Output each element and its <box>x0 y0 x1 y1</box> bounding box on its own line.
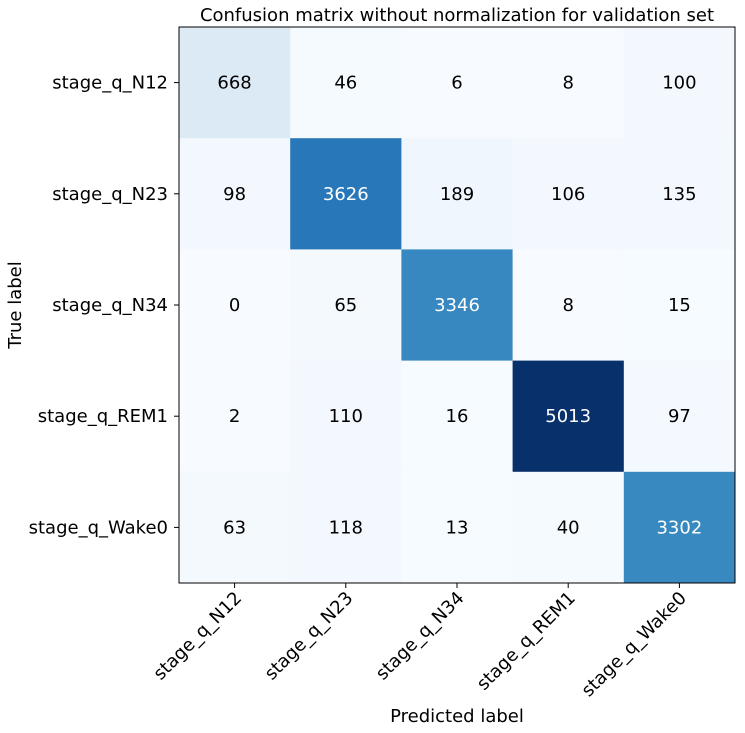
heatmap-cell <box>179 249 291 362</box>
heatmap-cell <box>512 27 625 139</box>
y-tick-label: stage_q_Wake0 <box>29 517 168 538</box>
cell-value-label: 97 <box>668 406 691 427</box>
cell-value-label: 118 <box>329 517 363 538</box>
cell-value-label: 65 <box>334 295 357 316</box>
y-axis-ticks: stage_q_N12 stage_q_N23 stage_q_N34 stage_q… <box>29 73 179 538</box>
cell-value-label: 668 <box>217 73 251 94</box>
cell-value-label: 13 <box>446 517 469 538</box>
cell-value-label: 16 <box>446 406 469 427</box>
heatmap-cell <box>179 471 291 584</box>
heatmap-cell <box>512 249 625 362</box>
cell-value-label: 5013 <box>545 406 591 427</box>
y-tick-label: stage_q_N12 <box>52 73 168 94</box>
cell-value-label: 40 <box>557 517 580 538</box>
cell-value-label: 6 <box>451 73 462 94</box>
y-axis-label: True label <box>5 261 26 350</box>
heatmap-cell <box>290 471 402 584</box>
heatmap-cell <box>290 360 402 473</box>
cell-value-label: 0 <box>229 295 240 316</box>
cell-value-label: 98 <box>223 184 246 205</box>
y-tick-label: stage_q_N34 <box>52 295 168 316</box>
x-tick-label: stage_q_N12 <box>149 588 246 685</box>
cell-value-label: 3626 <box>323 184 369 205</box>
cell-value-label: 3346 <box>434 295 480 316</box>
cell-value-label: 46 <box>334 73 357 94</box>
heatmap-cell <box>290 249 402 362</box>
cell-value-label: 8 <box>562 295 573 316</box>
heatmap-cell <box>623 360 736 473</box>
heatmap-cell <box>179 138 291 250</box>
cell-value-labels: 668 46 6 8 100 98 3626 189 106 135 0 65 3346 8 15 2 110 1… <box>217 73 702 539</box>
y-tick-label: stage_q_N23 <box>52 184 168 205</box>
cell-value-label: 15 <box>668 295 691 316</box>
heatmap-cells <box>179 27 736 584</box>
heatmap-cell <box>512 471 625 584</box>
x-axis-ticks: stage_q_N12 stage_q_N23 stage_q_N34 stage_q… <box>149 583 691 701</box>
heatmap-cell <box>401 27 514 139</box>
x-tick-label: stage_q_N23 <box>261 588 358 685</box>
heatmap-cell <box>623 249 736 362</box>
cell-value-label: 135 <box>662 184 696 205</box>
heatmap-cell <box>623 471 736 584</box>
y-tick-label: stage_q_REM1 <box>38 406 168 427</box>
heatmap-cell <box>623 138 736 250</box>
cell-value-label: 106 <box>551 184 585 205</box>
cell-value-label: 100 <box>662 73 696 94</box>
heatmap-cell <box>290 27 402 139</box>
heatmap-cell <box>401 249 514 362</box>
heatmap-cell <box>401 471 514 584</box>
heatmap-cell <box>623 27 736 139</box>
x-axis-label: Predicted label <box>390 706 524 727</box>
cell-value-label: 8 <box>562 73 573 94</box>
heatmap-cell <box>401 360 514 473</box>
heatmap-cell <box>179 27 291 139</box>
cell-value-label: 2 <box>229 406 240 427</box>
heatmap-cell <box>512 138 625 250</box>
heatmap-cell <box>179 360 291 473</box>
x-tick-label: stage_q_N34 <box>372 588 469 685</box>
chart-title: Confusion matrix without normalization f… <box>200 5 714 26</box>
x-tick-label: stage_q_Wake0 <box>578 588 691 701</box>
heatmap-cell <box>512 360 625 473</box>
cell-value-label: 63 <box>223 517 246 538</box>
heatmap-cell <box>290 138 402 250</box>
cell-value-label: 189 <box>440 184 474 205</box>
cell-value-label: 110 <box>329 406 363 427</box>
cell-value-label: 3302 <box>656 517 702 538</box>
heatmap-cell <box>401 138 514 250</box>
x-tick-label: stage_q_REM1 <box>473 588 580 695</box>
